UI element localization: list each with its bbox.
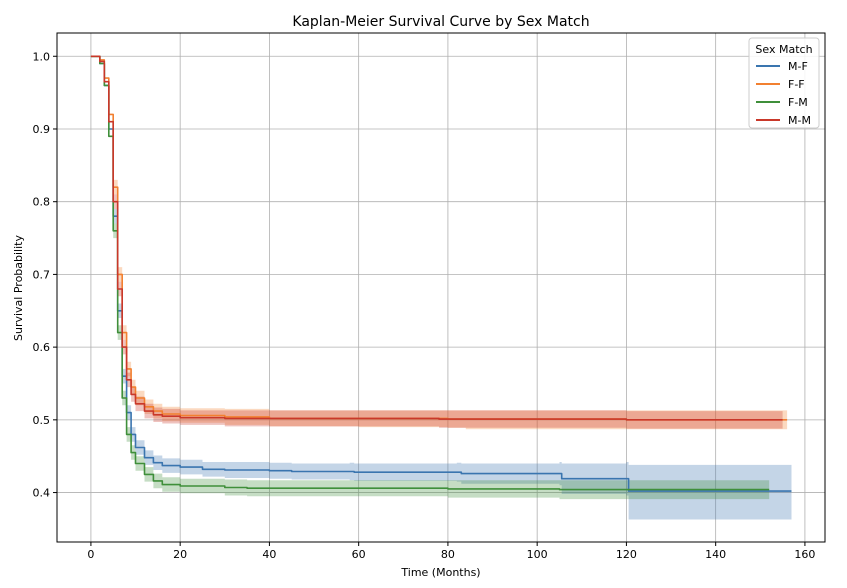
band-m-f (90, 56, 792, 520)
y-tick-label: 1.0 (33, 50, 51, 63)
y-tick-label: 0.7 (33, 268, 51, 281)
x-tick-label: 0 (87, 548, 94, 561)
legend: Sex Match M-F F-F F-M M-M (748, 37, 820, 129)
y-tick-label: 0.8 (33, 196, 51, 209)
legend-label-f-f: F-F (788, 78, 805, 91)
plot-frame (56, 32, 826, 543)
plot-area (57, 33, 825, 542)
legend-box (748, 37, 820, 129)
survival-lines (90, 55, 792, 492)
y-axis-label: Survival Probability (12, 235, 25, 341)
x-axis-label: Time (Months) (400, 566, 480, 579)
legend-label-m-m: M-M (788, 114, 811, 127)
x-tick-label: 60 (352, 548, 366, 561)
y-tick-label: 0.9 (33, 123, 51, 136)
x-tick-label: 40 (262, 548, 276, 561)
x-tick-label: 160 (794, 548, 815, 561)
x-axis-ticks: 0 20 40 60 80 100 120 140 160 (87, 542, 815, 561)
y-tick-label: 0.5 (33, 414, 51, 427)
x-tick-label: 20 (173, 548, 187, 561)
legend-label-f-m: F-M (788, 96, 808, 109)
x-tick-label: 80 (441, 548, 455, 561)
x-tick-label: 140 (705, 548, 726, 561)
legend-title: Sex Match (755, 43, 812, 56)
y-tick-label: 0.4 (33, 487, 51, 500)
legend-label-m-f: M-F (788, 60, 808, 73)
x-tick-label: 120 (616, 548, 637, 561)
x-tick-label: 100 (527, 548, 548, 561)
chart-title: Kaplan-Meier Survival Curve by Sex Match (292, 14, 589, 30)
line-m-m (90, 55, 783, 421)
y-axis-ticks: 0.4 0.5 0.6 0.7 0.8 0.9 1.0 (33, 50, 57, 500)
confidence-bands (90, 56, 792, 520)
y-tick-label: 0.6 (33, 341, 51, 354)
